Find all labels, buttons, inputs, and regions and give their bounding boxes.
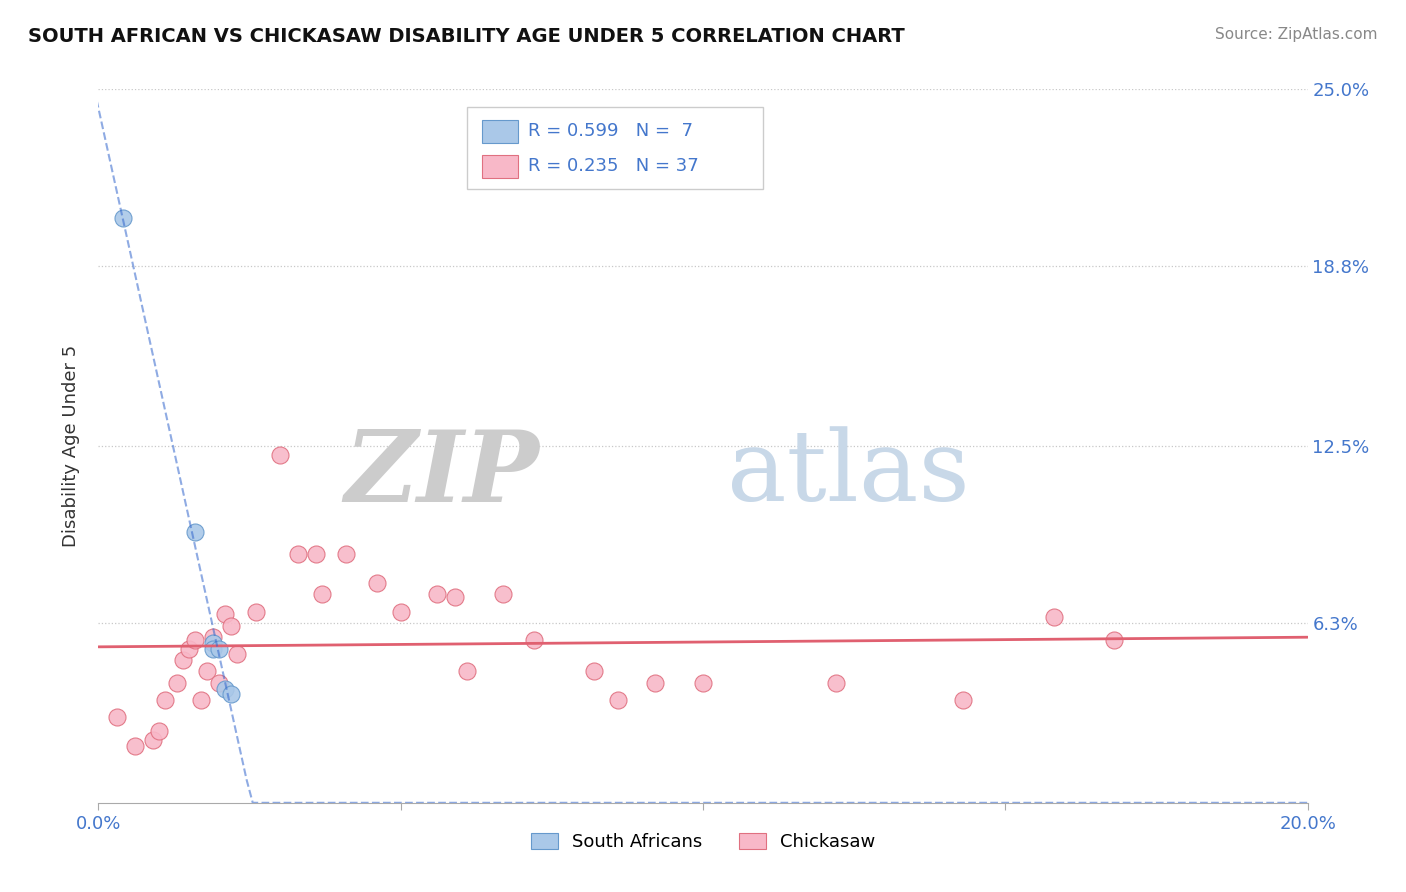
Point bbox=[184, 524, 207, 539]
Text: SOUTH AFRICAN VS CHICKASAW DISABILITY AGE UNDER 5 CORRELATION CHART: SOUTH AFRICAN VS CHICKASAW DISABILITY AG… bbox=[28, 27, 905, 45]
Point bbox=[179, 641, 201, 656]
Point bbox=[311, 587, 333, 601]
Point bbox=[105, 710, 128, 724]
Point bbox=[172, 653, 194, 667]
FancyBboxPatch shape bbox=[482, 120, 517, 144]
Point bbox=[148, 724, 170, 739]
Point bbox=[1102, 633, 1125, 648]
Point bbox=[226, 648, 249, 662]
Point bbox=[492, 587, 515, 601]
Point bbox=[825, 676, 848, 690]
Point bbox=[142, 733, 165, 747]
Legend: South Africans, Chickasaw: South Africans, Chickasaw bbox=[523, 825, 883, 858]
Point bbox=[202, 630, 225, 644]
Point bbox=[607, 693, 630, 707]
Point bbox=[952, 693, 974, 707]
Point bbox=[426, 587, 449, 601]
Point bbox=[208, 641, 231, 656]
Point bbox=[202, 636, 225, 650]
Point bbox=[444, 591, 467, 605]
FancyBboxPatch shape bbox=[482, 155, 517, 178]
Point bbox=[287, 548, 309, 562]
Point bbox=[208, 676, 231, 690]
Point bbox=[214, 607, 236, 622]
Point bbox=[245, 605, 267, 619]
Point bbox=[644, 676, 666, 690]
Point bbox=[202, 641, 225, 656]
Y-axis label: Disability Age Under 5: Disability Age Under 5 bbox=[62, 345, 80, 547]
Text: R = 0.599   N =  7: R = 0.599 N = 7 bbox=[527, 121, 693, 139]
Point bbox=[692, 676, 714, 690]
Point bbox=[305, 548, 328, 562]
Point bbox=[214, 681, 236, 696]
Point bbox=[190, 693, 212, 707]
Point bbox=[335, 548, 357, 562]
Point bbox=[195, 665, 218, 679]
Point bbox=[389, 605, 412, 619]
Point bbox=[456, 665, 478, 679]
Point bbox=[523, 633, 546, 648]
Point bbox=[366, 576, 388, 591]
Text: atlas: atlas bbox=[727, 426, 970, 523]
Point bbox=[269, 448, 291, 462]
Text: Source: ZipAtlas.com: Source: ZipAtlas.com bbox=[1215, 27, 1378, 42]
FancyBboxPatch shape bbox=[467, 107, 763, 189]
Text: R = 0.235   N = 37: R = 0.235 N = 37 bbox=[527, 157, 699, 175]
Point bbox=[166, 676, 188, 690]
Point bbox=[221, 687, 243, 701]
Point bbox=[184, 633, 207, 648]
Text: ZIP: ZIP bbox=[344, 426, 540, 523]
Point bbox=[124, 739, 146, 753]
Point bbox=[221, 619, 243, 633]
Point bbox=[1042, 610, 1064, 624]
Point bbox=[111, 211, 134, 225]
Point bbox=[153, 693, 176, 707]
Point bbox=[583, 665, 606, 679]
